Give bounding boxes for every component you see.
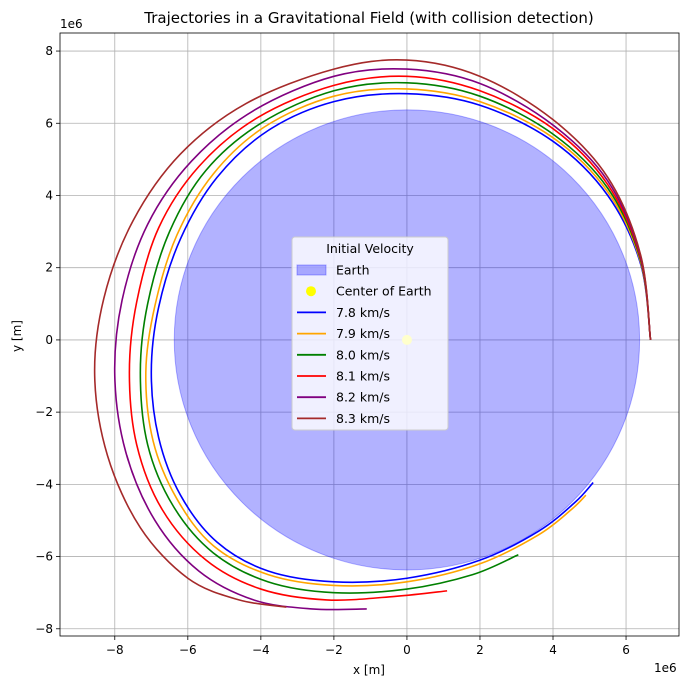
trajectory-line-0 bbox=[150, 92, 652, 584]
y-axis-title: y [m] bbox=[10, 320, 24, 352]
x-tick-label: −4 bbox=[252, 643, 270, 657]
legend: Initial Velocity Earth Center of Earth 7.8 … bbox=[291, 236, 449, 431]
y-tick-label: 6 bbox=[45, 116, 53, 130]
legend-label: 8.2 km/s bbox=[336, 390, 390, 405]
legend-label: 8.1 km/s bbox=[336, 369, 390, 384]
trajectory-line-4 bbox=[113, 67, 652, 611]
y-tick-label: 4 bbox=[45, 188, 53, 202]
legend-label: 8.0 km/s bbox=[336, 347, 390, 362]
legend-label: 7.8 km/s bbox=[336, 305, 390, 320]
legend-swatch-center bbox=[306, 286, 316, 297]
x-tick-label: 4 bbox=[549, 643, 557, 657]
trajectory-line-2 bbox=[139, 81, 652, 594]
x-tick-label: 6 bbox=[622, 643, 630, 657]
x-tick-label: −8 bbox=[106, 643, 124, 657]
legend-label: 8.3 km/s bbox=[336, 411, 390, 426]
legend-label: 7.9 km/s bbox=[336, 326, 390, 341]
plot-frame bbox=[59, 32, 680, 637]
x-offset-label: 1e6 bbox=[654, 661, 677, 675]
legend-label: Center of Earth bbox=[336, 284, 432, 299]
axes: −8 −6 −4 −2 0 2 4 6 −8 −6 −4 −2 0 2 4 6 8 bbox=[35, 32, 680, 657]
legend-title: Initial Velocity bbox=[326, 241, 414, 256]
trajectory-line-3 bbox=[128, 75, 652, 601]
y-tick-label: −4 bbox=[35, 477, 53, 491]
x-axis-title: x [m] bbox=[353, 663, 385, 677]
y-tick-label: 2 bbox=[45, 261, 53, 275]
x-tick-label: 0 bbox=[403, 643, 411, 657]
x-tick-label: −6 bbox=[179, 643, 197, 657]
y-tick-label: −6 bbox=[35, 550, 53, 564]
x-tick-label: −2 bbox=[325, 643, 343, 657]
y-tick-label: −2 bbox=[35, 405, 53, 419]
legend-swatch-earth bbox=[296, 264, 327, 276]
legend-box bbox=[291, 236, 449, 431]
y-tick-label: −8 bbox=[35, 622, 53, 636]
trajectory-line-5 bbox=[93, 59, 652, 608]
trajectory-line-1 bbox=[145, 87, 652, 587]
y-tick-label: 8 bbox=[45, 44, 53, 58]
y-tick-label: 0 bbox=[45, 333, 53, 347]
legend-label: Earth bbox=[336, 263, 370, 278]
x-tick-label: 2 bbox=[476, 643, 484, 657]
series-layer bbox=[93, 59, 652, 611]
chart-title: Trajectories in a Gravitational Field (w… bbox=[143, 9, 593, 27]
y-offset-label: 1e6 bbox=[60, 17, 83, 31]
